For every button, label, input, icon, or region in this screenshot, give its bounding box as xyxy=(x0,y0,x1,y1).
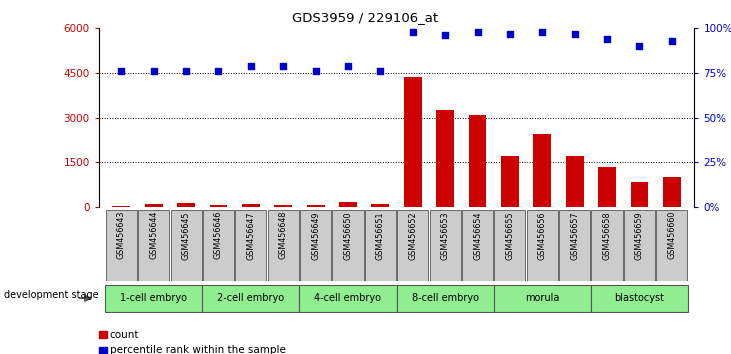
Text: GSM456644: GSM456644 xyxy=(149,211,158,259)
Bar xyxy=(145,204,162,207)
FancyBboxPatch shape xyxy=(365,210,396,281)
FancyBboxPatch shape xyxy=(624,210,655,281)
FancyBboxPatch shape xyxy=(268,210,299,281)
Text: GSM456656: GSM456656 xyxy=(538,211,547,259)
Text: 1-cell embryo: 1-cell embryo xyxy=(120,293,187,303)
Bar xyxy=(501,156,519,207)
FancyBboxPatch shape xyxy=(430,210,461,281)
Point xyxy=(245,63,257,69)
Bar xyxy=(274,205,292,207)
FancyBboxPatch shape xyxy=(235,210,266,281)
Text: development stage: development stage xyxy=(4,290,98,300)
Text: GSM456660: GSM456660 xyxy=(667,211,676,259)
Text: GSM456648: GSM456648 xyxy=(279,211,288,259)
Text: GSM456658: GSM456658 xyxy=(602,211,612,259)
FancyBboxPatch shape xyxy=(396,285,493,312)
Text: count: count xyxy=(110,330,139,339)
Bar xyxy=(436,110,454,207)
Bar xyxy=(631,182,648,207)
FancyBboxPatch shape xyxy=(138,210,170,281)
Text: GSM456654: GSM456654 xyxy=(473,211,482,259)
Bar xyxy=(371,204,390,207)
Point xyxy=(213,68,224,74)
Point xyxy=(439,33,451,38)
Bar xyxy=(177,202,195,207)
Text: GSM456651: GSM456651 xyxy=(376,211,385,259)
FancyBboxPatch shape xyxy=(333,210,363,281)
Bar xyxy=(307,205,325,207)
Point xyxy=(601,36,613,42)
Text: GSM456650: GSM456650 xyxy=(344,211,352,259)
Text: GSM456657: GSM456657 xyxy=(570,211,579,260)
FancyBboxPatch shape xyxy=(591,210,623,281)
Bar xyxy=(404,78,422,207)
FancyBboxPatch shape xyxy=(300,285,396,312)
Text: GSM456643: GSM456643 xyxy=(117,211,126,259)
Bar xyxy=(598,167,616,207)
FancyBboxPatch shape xyxy=(527,210,558,281)
Bar xyxy=(534,134,551,207)
Point xyxy=(666,38,678,44)
Point xyxy=(181,68,192,74)
Bar xyxy=(339,202,357,207)
FancyBboxPatch shape xyxy=(462,210,493,281)
FancyBboxPatch shape xyxy=(170,210,202,281)
FancyBboxPatch shape xyxy=(202,285,300,312)
Text: GSM456647: GSM456647 xyxy=(246,211,255,259)
Point xyxy=(504,31,516,36)
Text: blastocyst: blastocyst xyxy=(615,293,664,303)
FancyBboxPatch shape xyxy=(493,285,591,312)
Text: GSM456646: GSM456646 xyxy=(214,211,223,259)
Text: 8-cell embryo: 8-cell embryo xyxy=(412,293,479,303)
FancyBboxPatch shape xyxy=(591,285,688,312)
Text: GSM456653: GSM456653 xyxy=(441,211,450,259)
Point xyxy=(634,44,645,49)
Text: GDS3959 / 229106_at: GDS3959 / 229106_at xyxy=(292,11,439,24)
Point xyxy=(569,31,580,36)
FancyBboxPatch shape xyxy=(656,210,687,281)
Bar xyxy=(210,205,227,207)
Point xyxy=(342,63,354,69)
Point xyxy=(537,29,548,35)
FancyBboxPatch shape xyxy=(106,210,137,281)
Point xyxy=(374,68,386,74)
Text: GSM456645: GSM456645 xyxy=(181,211,191,259)
Bar xyxy=(99,347,107,354)
Text: GSM456659: GSM456659 xyxy=(635,211,644,260)
Text: GSM456652: GSM456652 xyxy=(408,211,417,260)
Text: GSM456655: GSM456655 xyxy=(505,211,515,260)
Bar xyxy=(566,156,583,207)
Bar xyxy=(242,204,260,207)
Bar xyxy=(99,331,107,338)
Text: 2-cell embryo: 2-cell embryo xyxy=(217,293,284,303)
Point xyxy=(115,68,127,74)
Point xyxy=(277,63,289,69)
FancyBboxPatch shape xyxy=(397,210,428,281)
FancyBboxPatch shape xyxy=(105,285,202,312)
Point xyxy=(407,29,419,35)
Bar xyxy=(663,177,681,207)
Text: percentile rank within the sample: percentile rank within the sample xyxy=(110,346,286,354)
FancyBboxPatch shape xyxy=(494,210,526,281)
Text: GSM456649: GSM456649 xyxy=(311,211,320,259)
Bar xyxy=(113,206,130,207)
Text: 4-cell embryo: 4-cell embryo xyxy=(314,293,382,303)
FancyBboxPatch shape xyxy=(559,210,590,281)
Point xyxy=(148,68,159,74)
Text: morula: morula xyxy=(525,293,559,303)
Bar xyxy=(469,115,486,207)
Point xyxy=(310,68,322,74)
Point xyxy=(471,29,483,35)
FancyBboxPatch shape xyxy=(203,210,234,281)
FancyBboxPatch shape xyxy=(300,210,331,281)
